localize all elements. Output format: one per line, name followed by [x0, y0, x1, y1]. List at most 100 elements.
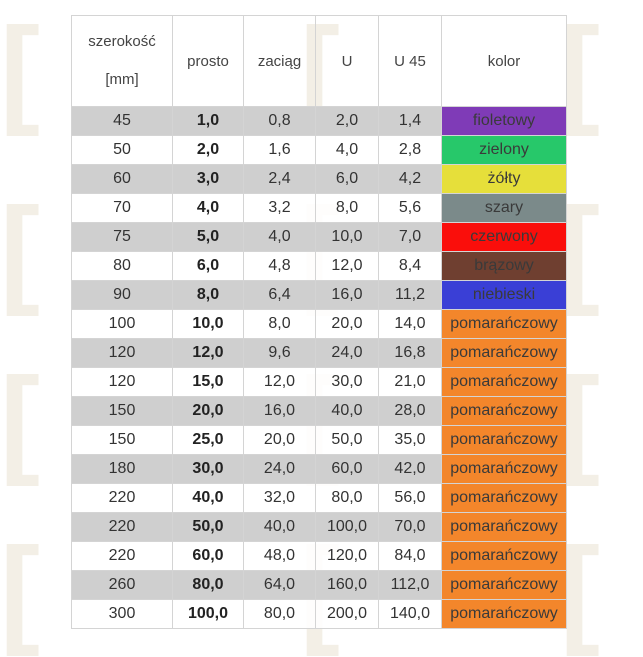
header-prosto: prosto [172, 15, 244, 107]
cell-prosto: 10,0 [172, 309, 244, 339]
cell-u: 100,0 [315, 512, 379, 542]
cell-u45: 7,0 [378, 222, 442, 252]
table-row: 50 2,0 1,6 4,0 2,8 zielony [71, 135, 567, 165]
header-zaciag: zaciąg [243, 15, 316, 107]
cell-szerokosc: 150 [71, 396, 173, 426]
cell-prosto: 6,0 [172, 251, 244, 281]
cell-zaciag: 8,0 [243, 309, 316, 339]
cell-zaciag: 2,4 [243, 164, 316, 194]
cell-kolor: pomarańczowy [441, 425, 567, 455]
table-row: 75 5,0 4,0 10,0 7,0 czerwony [71, 222, 567, 252]
table-body: 45 1,0 0,8 2,0 1,4 fioletowy 50 2,0 1,6 4,0 2,8 zie… [71, 106, 567, 629]
cell-prosto: 1,0 [172, 106, 244, 136]
cell-prosto: 12,0 [172, 338, 244, 368]
cell-kolor: pomarańczowy [441, 570, 567, 600]
cell-szerokosc: 100 [71, 309, 173, 339]
cell-szerokosc: 80 [71, 251, 173, 281]
cell-szerokosc: 50 [71, 135, 173, 165]
cell-u: 8,0 [315, 193, 379, 223]
cell-prosto: 8,0 [172, 280, 244, 310]
cell-u45: 112,0 [378, 570, 442, 600]
table-row: 120 12,0 9,6 24,0 16,8 pomarańczowy [71, 338, 567, 368]
cell-u: 30,0 [315, 367, 379, 397]
table-row: 80 6,0 4,8 12,0 8,4 brązowy [71, 251, 567, 281]
cell-u45: 2,8 [378, 135, 442, 165]
cell-kolor: pomarańczowy [441, 309, 567, 339]
cell-u45: 8,4 [378, 251, 442, 281]
cell-u45: 11,2 [378, 280, 442, 310]
cell-kolor: pomarańczowy [441, 483, 567, 513]
header-mm-label: [mm] [105, 71, 139, 88]
cell-prosto: 5,0 [172, 222, 244, 252]
cell-kolor: pomarańczowy [441, 396, 567, 426]
cell-prosto: 2,0 [172, 135, 244, 165]
table-row: 70 4,0 3,2 8,0 5,6 szary [71, 193, 567, 223]
table-row: 45 1,0 0,8 2,0 1,4 fioletowy [71, 106, 567, 136]
cell-szerokosc: 120 [71, 338, 173, 368]
cell-szerokosc: 150 [71, 425, 173, 455]
cell-kolor: żółty [441, 164, 567, 194]
cell-kolor: pomarańczowy [441, 367, 567, 397]
cell-prosto: 60,0 [172, 541, 244, 571]
cell-prosto: 4,0 [172, 193, 244, 223]
cell-u: 12,0 [315, 251, 379, 281]
cell-szerokosc: 75 [71, 222, 173, 252]
table-row: 100 10,0 8,0 20,0 14,0 pomarańczowy [71, 309, 567, 339]
cell-zaciag: 80,0 [243, 599, 316, 629]
cell-u: 16,0 [315, 280, 379, 310]
cell-u45: 1,4 [378, 106, 442, 136]
header-szerokosc-label: szerokość [88, 33, 156, 50]
cell-zaciag: 48,0 [243, 541, 316, 571]
cell-prosto: 3,0 [172, 164, 244, 194]
cell-u45: 4,2 [378, 164, 442, 194]
cell-kolor: niebieski [441, 280, 567, 310]
table-row: 300 100,0 80,0 200,0 140,0 pomarańczowy [71, 599, 567, 629]
cell-u: 10,0 [315, 222, 379, 252]
cell-zaciag: 20,0 [243, 425, 316, 455]
cell-prosto: 20,0 [172, 396, 244, 426]
cell-u45: 28,0 [378, 396, 442, 426]
cell-u45: 84,0 [378, 541, 442, 571]
cell-u45: 56,0 [378, 483, 442, 513]
cell-szerokosc: 220 [71, 541, 173, 571]
table-row: 150 20,0 16,0 40,0 28,0 pomarańczowy [71, 396, 567, 426]
cell-zaciag: 1,6 [243, 135, 316, 165]
cell-szerokosc: 220 [71, 512, 173, 542]
cell-zaciag: 12,0 [243, 367, 316, 397]
cell-zaciag: 3,2 [243, 193, 316, 223]
cell-prosto: 80,0 [172, 570, 244, 600]
cell-u: 200,0 [315, 599, 379, 629]
cell-kolor: zielony [441, 135, 567, 165]
header-u45: U 45 [378, 15, 442, 107]
cell-szerokosc: 45 [71, 106, 173, 136]
cell-prosto: 40,0 [172, 483, 244, 513]
cell-u: 6,0 [315, 164, 379, 194]
cell-u45: 140,0 [378, 599, 442, 629]
table-row: 220 50,0 40,0 100,0 70,0 pomarańczowy [71, 512, 567, 542]
cell-szerokosc: 260 [71, 570, 173, 600]
cell-szerokosc: 220 [71, 483, 173, 513]
cell-zaciag: 64,0 [243, 570, 316, 600]
cell-kolor: czerwony [441, 222, 567, 252]
cell-u45: 70,0 [378, 512, 442, 542]
header-szerokosc: szerokość [mm] [71, 15, 173, 107]
cell-prosto: 50,0 [172, 512, 244, 542]
cell-szerokosc: 90 [71, 280, 173, 310]
table-row: 180 30,0 24,0 60,0 42,0 pomarańczowy [71, 454, 567, 484]
cell-u: 160,0 [315, 570, 379, 600]
cell-u: 2,0 [315, 106, 379, 136]
cell-szerokosc: 60 [71, 164, 173, 194]
cell-u: 80,0 [315, 483, 379, 513]
cell-kolor: pomarańczowy [441, 454, 567, 484]
cell-zaciag: 40,0 [243, 512, 316, 542]
cell-zaciag: 16,0 [243, 396, 316, 426]
table-row: 220 60,0 48,0 120,0 84,0 pomarańczowy [71, 541, 567, 571]
cell-kolor: fioletowy [441, 106, 567, 136]
cell-szerokosc: 180 [71, 454, 173, 484]
cell-u45: 16,8 [378, 338, 442, 368]
tape-width-table: szerokość [mm] prosto zaciąg U U 45 kolo… [71, 15, 567, 629]
cell-zaciag: 24,0 [243, 454, 316, 484]
cell-zaciag: 6,4 [243, 280, 316, 310]
cell-szerokosc: 120 [71, 367, 173, 397]
cell-u: 24,0 [315, 338, 379, 368]
